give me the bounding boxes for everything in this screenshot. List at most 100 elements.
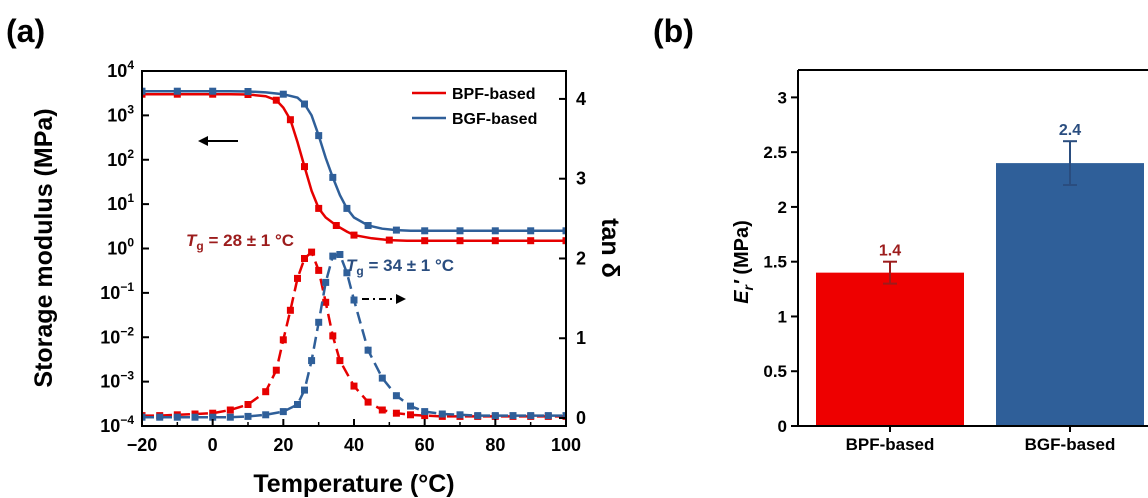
- series-marker-2-8: [272, 366, 280, 374]
- a-y-axis: 104 103 102 101 100 10−1 10−2 10−3 10−4: [100, 58, 149, 436]
- series-line-2: [142, 249, 566, 418]
- series-marker-3-18: [364, 346, 372, 354]
- a-ytick-label-2: 102: [107, 147, 134, 170]
- series-marker-3-22: [421, 408, 429, 416]
- a-ytick-label-1: 103: [107, 102, 134, 125]
- b-x-axis: BPF-based BGF-based: [846, 426, 1116, 454]
- a-series-layer: [142, 87, 566, 421]
- b-ytick-label-3: 1.5: [763, 253, 787, 272]
- series-marker-3-11: [308, 357, 316, 365]
- series-marker-0-24: [456, 237, 464, 245]
- tg-annotation-bgf: Tg = 34 ± 1 °C: [346, 256, 454, 278]
- series-marker-2-22: [407, 411, 414, 419]
- series-marker-2-16: [329, 332, 337, 340]
- bar-0: [816, 272, 964, 426]
- series-marker-0-14: [315, 204, 323, 212]
- a-y2tick-label-3: 3: [576, 169, 586, 189]
- series-marker-1-12: [315, 132, 323, 140]
- series-line-3: [142, 253, 566, 419]
- a-legend: BPF-based BGF-based: [412, 86, 537, 128]
- series-marker-3-6: [244, 412, 252, 420]
- panel-b-chart: 1.42.4 00.511.522.53 BPF-based BGF-based …: [731, 69, 1148, 454]
- bar-1: [996, 163, 1144, 426]
- a-x-axis: −20 0 20 40 60 80 100: [127, 419, 581, 455]
- series-marker-3-20: [392, 392, 400, 400]
- series-marker-0-8: [272, 96, 280, 104]
- series-marker-3-4: [209, 413, 217, 421]
- right-axis-arrow: [362, 294, 406, 304]
- series-marker-2-15: [322, 298, 330, 306]
- series-marker-3-24: [456, 411, 464, 419]
- a-xtick-label-6: 100: [551, 435, 581, 455]
- b-y-axis-title: Er′ (MPa): [731, 220, 756, 304]
- a-y2tick-label-4: 4: [576, 89, 586, 109]
- series-marker-0-28: [527, 237, 535, 245]
- series-marker-3-27: [509, 412, 517, 420]
- series-marker-3-21: [407, 402, 414, 410]
- series-marker-2-20: [378, 406, 386, 414]
- a-xtick-label-4: 60: [415, 435, 435, 455]
- a-y2tick-label-1: 1: [576, 328, 586, 348]
- a-xtick-label-5: 80: [485, 435, 505, 455]
- series-marker-2-12: [301, 255, 308, 262]
- b-xtick-label-1: BGF-based: [1025, 435, 1116, 454]
- series-marker-1-6: [244, 88, 252, 95]
- series-marker-2-5: [226, 406, 234, 414]
- b-ytick-label-2: 1: [778, 307, 787, 326]
- legend-label-bgf: BGF-based: [452, 111, 537, 128]
- a-ytick-label-8: 10−4: [100, 413, 134, 436]
- series-marker-3-13: [322, 278, 330, 286]
- series-marker-3-7: [262, 411, 270, 419]
- b-ytick-label-4: 2: [778, 198, 787, 217]
- b-bars-layer: 1.4 2.4: [816, 122, 1144, 426]
- series-marker-1-16: [343, 204, 351, 212]
- a-x-axis-title: Temperature (°C): [253, 470, 454, 498]
- series-marker-1-30: [562, 227, 566, 235]
- series-marker-2-18: [350, 382, 358, 390]
- series-marker-2-4: [209, 409, 217, 417]
- a-ytick-label-4: 100: [107, 236, 134, 259]
- a-y2-axis-title: tan δ: [596, 218, 624, 278]
- series-marker-3-1: [156, 413, 164, 421]
- a-xtick-label-0: −20: [127, 435, 158, 455]
- a-ytick-label-6: 10−2: [100, 324, 134, 347]
- series-marker-2-14: [315, 266, 323, 274]
- series-marker-0-26: [491, 237, 499, 245]
- series-marker-2-17: [336, 357, 344, 365]
- b-ytick-label-5: 2.5: [763, 143, 787, 162]
- series-marker-3-26: [491, 412, 499, 420]
- series-marker-0-18: [350, 231, 358, 239]
- series-marker-3-25: [474, 412, 482, 420]
- series-marker-3-10: [301, 386, 308, 394]
- a-y-axis-title: Storage modulus (MPa): [30, 108, 58, 387]
- series-marker-3-2: [173, 413, 181, 421]
- series-marker-2-6: [244, 401, 252, 408]
- series-marker-1-2: [173, 87, 181, 95]
- series-marker-3-5: [226, 413, 234, 421]
- panel-a-chart: −20 0 20 40 60 80 100 10410310210110010−110−21…: [30, 58, 624, 498]
- b-ytick-label-0: 0: [778, 417, 787, 436]
- a-xtick-label-1: 0: [208, 435, 218, 455]
- series-marker-3-9: [294, 401, 301, 408]
- b-ytick-label-6: 3: [778, 88, 787, 107]
- series-marker-1-14: [329, 173, 337, 181]
- series-marker-3-16: [343, 269, 351, 277]
- series-marker-0-22: [421, 237, 429, 245]
- series-marker-2-13: [308, 248, 316, 256]
- series-marker-1-20: [392, 226, 400, 234]
- series-marker-3-15: [336, 251, 344, 258]
- series-marker-1-28: [527, 227, 535, 235]
- panel-a-label: (a): [6, 13, 45, 49]
- series-marker-0-30: [562, 237, 566, 245]
- series-marker-1-24: [456, 227, 464, 235]
- series-line-1: [142, 89, 566, 233]
- series-marker-3-3: [191, 413, 199, 421]
- b-ytick-label-1: 0.5: [763, 362, 787, 381]
- a-y2-axis: 0 1 2 3 4: [559, 89, 586, 428]
- bar-value-label-0: 1.4: [879, 243, 901, 260]
- a-y2tick-label-0: 0: [576, 408, 586, 428]
- b-y-axis: 0 0.5 1 1.5 2 2.5 3: [763, 88, 798, 436]
- series-marker-2-9: [279, 336, 287, 344]
- a-ytick-label-3: 101: [107, 191, 134, 214]
